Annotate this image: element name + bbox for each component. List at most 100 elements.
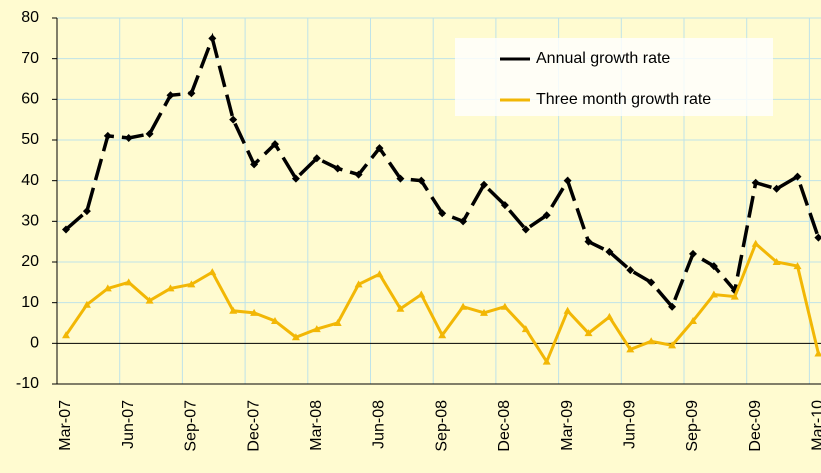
marker xyxy=(396,174,405,183)
marker xyxy=(459,217,468,226)
marker xyxy=(250,160,259,169)
marker xyxy=(480,308,488,316)
marker xyxy=(521,225,530,234)
legend-label: Three month growth rate xyxy=(536,91,711,108)
marker xyxy=(647,337,656,345)
marker xyxy=(229,306,238,314)
marker xyxy=(271,316,279,324)
legend-box xyxy=(455,38,773,116)
marker xyxy=(166,284,175,292)
marker xyxy=(709,290,718,298)
marker xyxy=(145,296,154,304)
y-tick-label: -10 xyxy=(16,375,39,392)
marker xyxy=(459,302,468,310)
x-tick-label: Mar-10 xyxy=(810,400,821,451)
marker xyxy=(438,331,447,339)
marker xyxy=(396,304,405,312)
marker xyxy=(584,237,593,246)
y-tick-label: 70 xyxy=(21,50,39,67)
legend-label: Annual growth rate xyxy=(536,50,670,67)
x-tick-label: Jun-07 xyxy=(120,400,137,449)
marker xyxy=(291,333,300,341)
marker xyxy=(814,349,821,357)
marker xyxy=(312,325,321,333)
legend: Annual growth rate Three month growth rat… xyxy=(455,38,773,116)
marker xyxy=(124,278,133,286)
x-tick-label: Jun-09 xyxy=(622,400,639,449)
marker xyxy=(62,225,70,234)
marker xyxy=(480,180,488,189)
marker xyxy=(542,357,551,365)
marker xyxy=(229,115,238,124)
marker xyxy=(772,184,781,193)
marker xyxy=(584,329,593,337)
marker xyxy=(751,239,760,247)
marker xyxy=(793,262,802,270)
marker xyxy=(563,306,572,314)
marker xyxy=(187,280,196,288)
marker xyxy=(187,89,196,98)
marker xyxy=(521,325,530,333)
marker xyxy=(82,207,91,216)
marker xyxy=(145,129,154,138)
x-tick-label: Sep-08 xyxy=(433,400,450,452)
x-tick-label: Sep-07 xyxy=(183,400,200,452)
marker xyxy=(291,174,300,183)
y-tick-label: 50 xyxy=(21,131,39,148)
marker xyxy=(375,144,384,153)
x-tick-label: Dec-07 xyxy=(245,400,262,452)
marker xyxy=(354,170,363,179)
marker xyxy=(605,312,614,320)
marker xyxy=(438,209,447,218)
y-tick-label: 20 xyxy=(21,253,39,270)
x-tick-label: Mar-08 xyxy=(308,400,325,451)
marker xyxy=(312,154,321,163)
marker xyxy=(333,164,342,173)
x-tick-label: Dec-08 xyxy=(496,400,513,452)
marker xyxy=(375,270,384,278)
marker xyxy=(563,176,572,185)
marker xyxy=(772,258,781,265)
marker xyxy=(333,319,342,326)
y-tick-label: 80 xyxy=(21,9,39,26)
x-tick-label: Dec-09 xyxy=(747,400,764,452)
marker xyxy=(208,268,217,276)
marker xyxy=(417,290,426,298)
marker xyxy=(689,249,697,258)
marker xyxy=(626,266,635,275)
marker xyxy=(250,308,259,316)
marker xyxy=(605,247,614,256)
marker xyxy=(542,211,551,220)
y-tick-label: 60 xyxy=(21,91,39,108)
marker xyxy=(730,292,739,300)
marker xyxy=(668,302,677,311)
y-tick-label: 30 xyxy=(21,213,39,230)
marker xyxy=(82,300,91,308)
marker xyxy=(793,172,802,181)
marker xyxy=(166,91,175,100)
marker xyxy=(124,133,133,142)
marker xyxy=(751,178,760,187)
x-tick-label: Mar-07 xyxy=(57,400,74,451)
y-tick-label: 0 xyxy=(30,335,39,352)
x-tick-label: Mar-09 xyxy=(559,400,576,451)
marker xyxy=(709,262,718,271)
marker xyxy=(500,201,509,210)
x-tick-label: Sep-09 xyxy=(684,400,701,452)
marker xyxy=(626,345,635,353)
marker xyxy=(62,331,70,339)
marker xyxy=(271,140,279,149)
marker xyxy=(647,278,656,287)
y-tick-label: 40 xyxy=(21,172,39,189)
marker xyxy=(103,131,112,140)
marker xyxy=(354,280,363,288)
marker xyxy=(103,284,112,292)
y-tick-label: 10 xyxy=(21,294,39,311)
marker xyxy=(668,341,677,349)
marker xyxy=(208,34,217,43)
x-tick-label: Jun-08 xyxy=(371,400,388,449)
marker xyxy=(814,233,821,242)
marker xyxy=(689,316,697,324)
marker xyxy=(417,176,426,185)
